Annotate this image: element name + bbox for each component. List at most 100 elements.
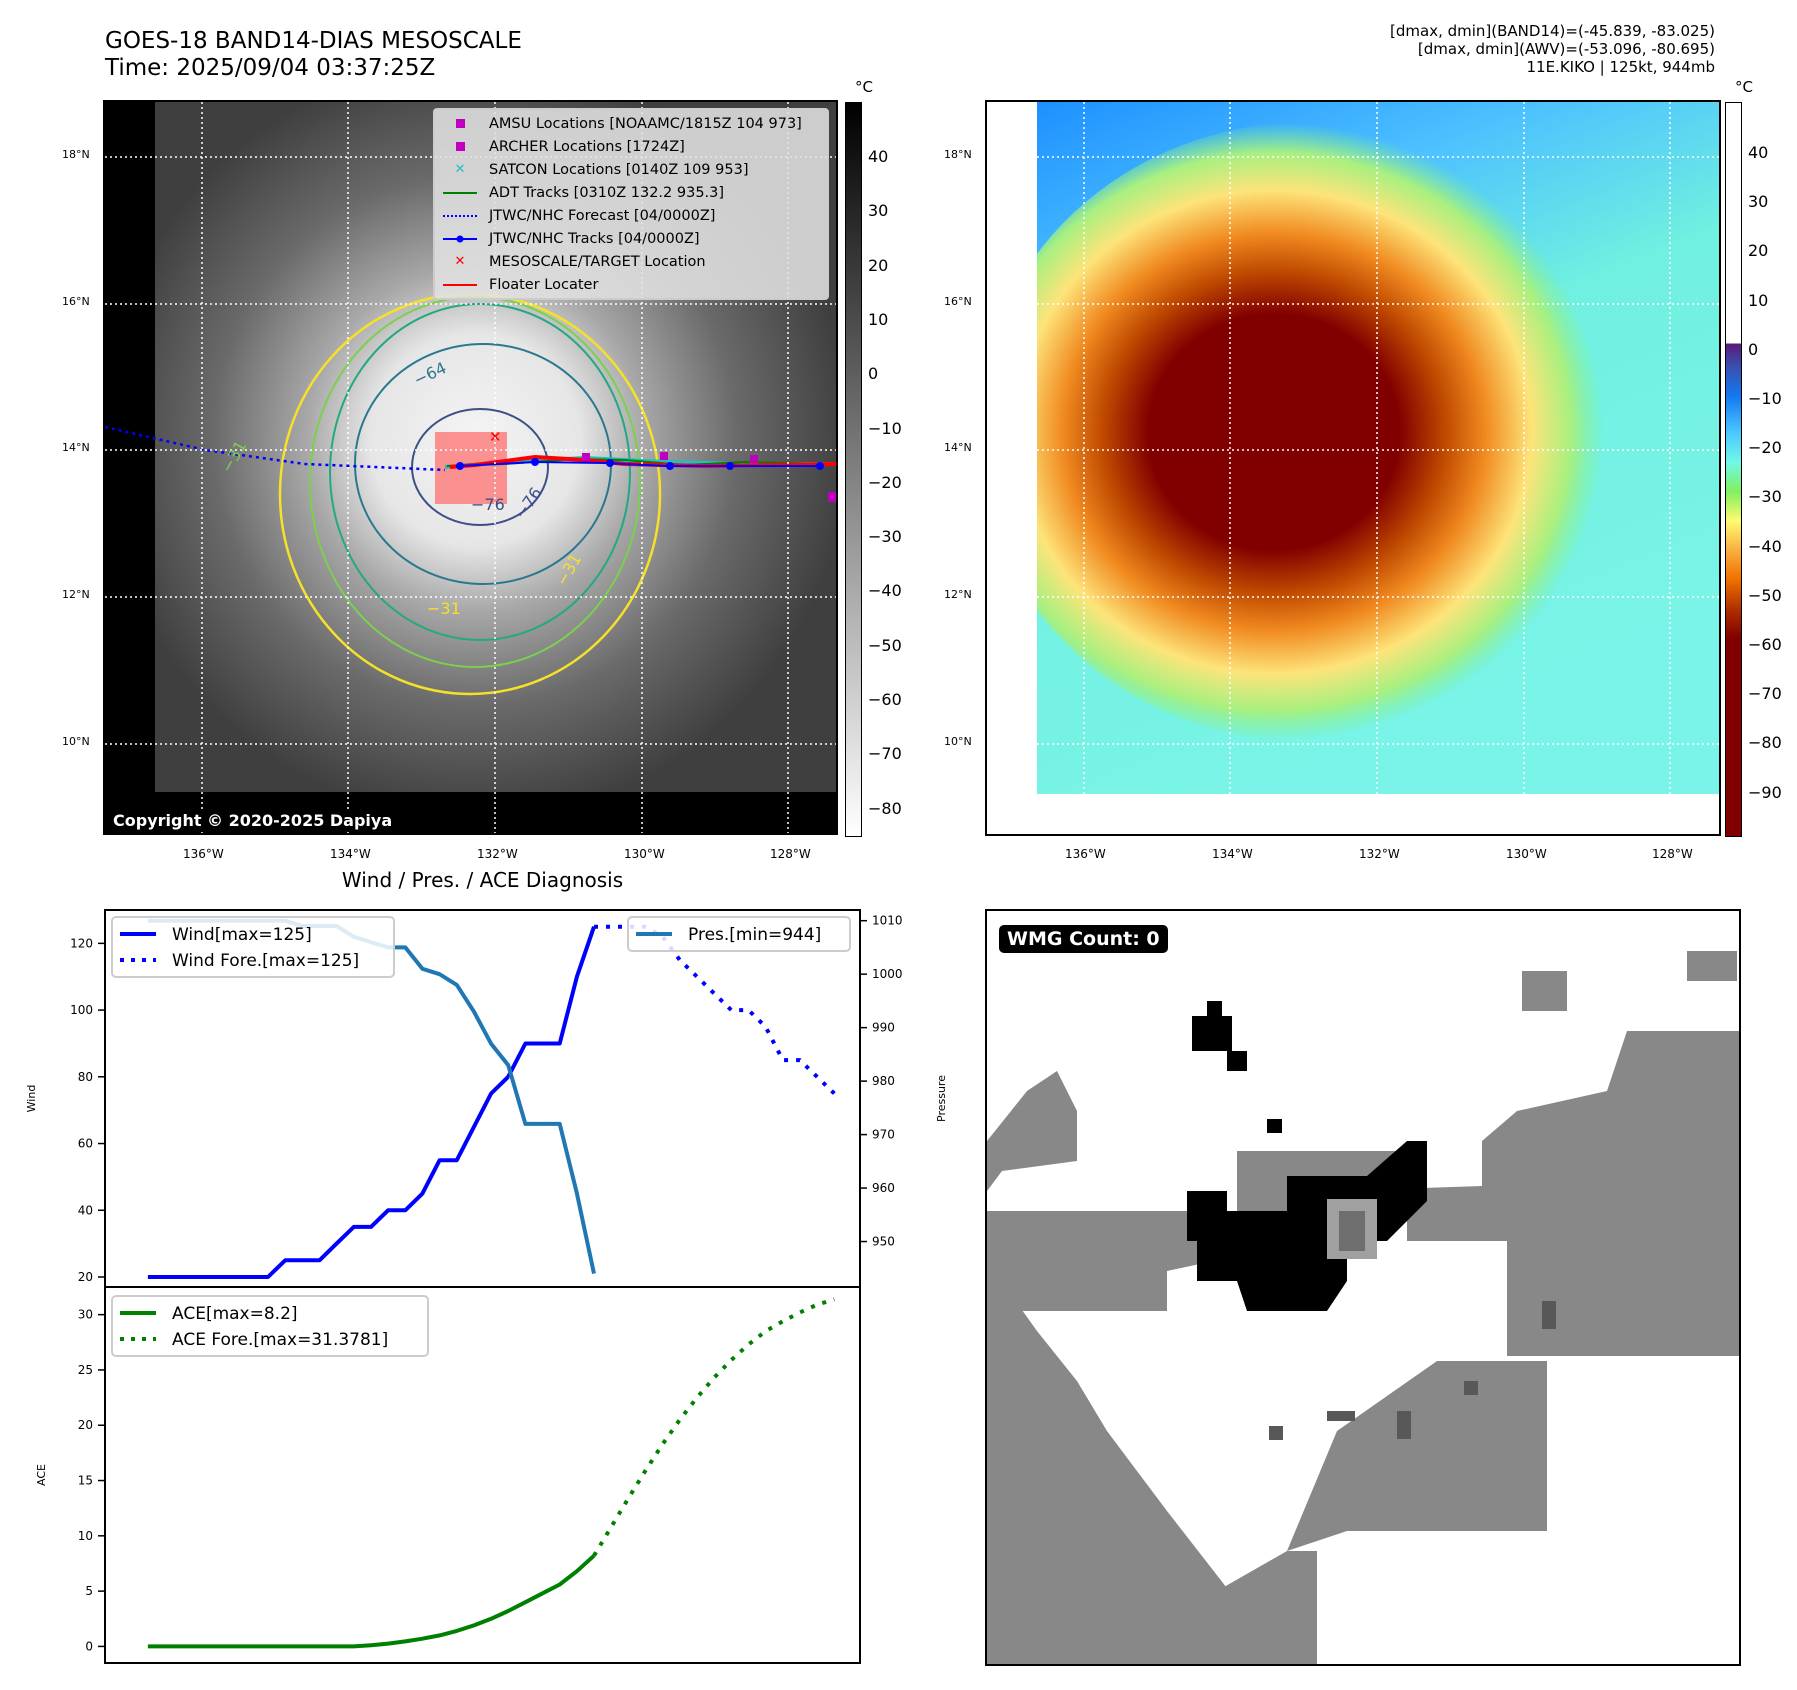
wmg-dark-gray-cells xyxy=(1269,1301,1556,1440)
ir-satellite-map: ✕ −64 −76 −76 −31 −31 −31 AMSU Locations… xyxy=(103,100,838,835)
lat-tick-label: 10°N xyxy=(944,735,972,748)
awv-map-canvas xyxy=(987,102,1719,834)
wmg-grid xyxy=(987,911,1739,1664)
ace-ytick-label: 5 xyxy=(85,1584,93,1598)
amsu-archer-points xyxy=(582,452,836,502)
legend-item: Floater Locater xyxy=(435,273,827,296)
wmg-count-badge: WMG Count: 0 xyxy=(999,925,1168,953)
ace-legend: ACE[max=8.2] ACE Fore.[max=31.3781] xyxy=(111,1295,429,1357)
colorbar-tick-label: −10 xyxy=(1748,389,1782,408)
awv-range: [dmax, dmin](AWV)=(-53.096, -80.695) xyxy=(1417,40,1715,58)
lon-tick-label: 134°W xyxy=(330,847,371,861)
copyright-label: Copyright © 2020-2025 Dapiya xyxy=(107,809,399,832)
ace-ytick-label: 0 xyxy=(85,1639,93,1653)
ace-ytick-label: 15 xyxy=(78,1474,93,1488)
ir-map-legend: AMSU Locations [NOAAMC/1815Z 104 973] AR… xyxy=(433,108,829,300)
lat-tick-label: 10°N xyxy=(62,735,90,748)
satcon-x-icon: ✕ xyxy=(454,162,466,177)
wind-ytick-label: 80 xyxy=(78,1070,93,1084)
storm-info: [dmax, dmin](BAND14)=(-45.839, -83.025) … xyxy=(1390,22,1715,76)
forecast-track-line xyxy=(105,425,446,472)
lon-tick-label: 130°W xyxy=(624,847,665,861)
title-line-1: GOES-18 BAND14-DIAS MESOSCALE xyxy=(105,28,522,54)
colorbar-tick-label: −90 xyxy=(1748,782,1782,802)
pressure-ytick-label: 1010 xyxy=(872,914,903,928)
jtwc-track-points xyxy=(456,458,824,470)
pressure-ytick-label: 970 xyxy=(872,1128,895,1142)
pressure-ytick-label: 950 xyxy=(872,1235,895,1249)
lat-tick-label: 18°N xyxy=(944,148,972,161)
wind-legend: Wind[max=125] Wind Fore.[max=125] xyxy=(111,916,395,978)
lon-tick-label: 128°W xyxy=(770,847,811,861)
pressure-legend-box xyxy=(627,916,851,952)
legend-item: AMSU Locations [NOAAMC/1815Z 104 973] xyxy=(435,112,827,135)
pressure-ytick-label: 990 xyxy=(872,1021,895,1035)
chart-title: Wind / Pres. / ACE Diagnosis xyxy=(341,868,624,892)
legend-label: Wind Fore.[max=125] xyxy=(172,951,359,971)
ace-panel-frame xyxy=(104,1286,861,1664)
colorbar-tick-label: −40 xyxy=(868,581,902,601)
lon-tick-label: 130°W xyxy=(1506,847,1547,861)
track-line-dot-icon xyxy=(441,235,479,243)
wind-ytick-label: 20 xyxy=(78,1270,93,1284)
legend-label: ACE Fore.[max=31.3781] xyxy=(172,1330,388,1350)
wind-axis-label: Wind xyxy=(25,1085,38,1113)
wind-ytick-label: 60 xyxy=(78,1137,93,1151)
wmg-mid-gray-cells xyxy=(1339,1211,1365,1251)
wind-legend-box xyxy=(111,916,395,978)
adt-line-icon xyxy=(441,191,479,194)
wind-pressure-ace-chart: 20 40 60 80 100 120 950 960 970 980 990 1000 1010 0 5 1… xyxy=(25,909,948,1664)
colorbar-tick-label: −70 xyxy=(1748,684,1782,704)
lat-tick-label: 18°N xyxy=(62,148,90,161)
ace-ytick-label: 20 xyxy=(78,1418,93,1432)
lon-tick-label: 134°W xyxy=(1212,847,1253,861)
colorbar-tick-label: −30 xyxy=(868,527,902,547)
band14-range: [dmax, dmin](BAND14)=(-45.839, -83.025) xyxy=(1390,22,1715,40)
colorbar-tick-label: −30 xyxy=(1748,487,1782,507)
lat-tick-label: 14°N xyxy=(944,441,972,454)
contour-label: −76 xyxy=(471,495,505,514)
legend-item: JTWC/NHC Tracks [04/0000Z] xyxy=(435,227,827,250)
colorbar-tick-label: 40 xyxy=(868,147,889,166)
colorbar-tick-label: 10 xyxy=(1748,290,1769,310)
legend-label: Pres.[min=944] xyxy=(688,925,821,945)
archer-square-icon xyxy=(441,142,479,151)
colorbar-tick-label: 20 xyxy=(868,255,889,275)
lat-tick-label: 16°N xyxy=(62,295,90,308)
colorbar-tick-label: −50 xyxy=(1748,585,1782,605)
awv-map xyxy=(985,100,1721,836)
wmg-black-cells xyxy=(1187,1001,1427,1311)
ace-axis-label: ACE xyxy=(35,1464,48,1486)
ace-ytick-label: 10 xyxy=(78,1529,93,1543)
ace-forecast-line xyxy=(592,1297,835,1557)
figure-title: GOES-18 BAND14-DIAS MESOSCALE Time: 2025… xyxy=(105,28,522,82)
lat-tick-label: 12°N xyxy=(944,588,972,601)
colorbar-tick-label: −60 xyxy=(868,690,902,709)
amsu-square-icon xyxy=(441,119,479,128)
legend-item: ✕ SATCON Locations [0140Z 109 953] xyxy=(435,158,827,181)
colorbar-tick-label: −40 xyxy=(1748,536,1782,556)
pressure-ytick-label: 960 xyxy=(872,1181,895,1195)
contour-label: −31 xyxy=(427,599,461,618)
ace-ytick-label: 30 xyxy=(78,1308,93,1322)
colorbar-tick-label: 0 xyxy=(1748,339,1759,359)
colorbar-tick-label: −20 xyxy=(868,472,902,492)
legend-item: ✕ MESOSCALE/TARGET Location xyxy=(435,250,827,273)
ace-ytick-label: 25 xyxy=(78,1363,93,1377)
wind-line xyxy=(506,926,596,1078)
colorbar-tick-label: −10 xyxy=(868,418,902,438)
legend-item: JTWC/NHC Forecast [04/0000Z] xyxy=(435,204,827,227)
target-x-icon: ✕ xyxy=(454,254,466,269)
title-line-2: Time: 2025/09/04 03:37:25Z xyxy=(105,55,436,81)
colorbar-tick-label: −50 xyxy=(868,635,902,655)
lon-tick-label: 128°W xyxy=(1652,847,1693,861)
pressure-legend: Pres.[min=944] xyxy=(627,916,851,952)
forecast-dotted-icon xyxy=(441,214,479,217)
lat-tick-label: 14°N xyxy=(62,441,90,454)
wind-ytick-label: 100 xyxy=(70,1003,93,1017)
colorbar-tick-label: −80 xyxy=(868,798,902,818)
colorbar-tick-label: 40 xyxy=(1748,143,1769,162)
colorbar-tick-label: −80 xyxy=(1748,733,1782,753)
lon-tick-label: 132°W xyxy=(1359,847,1400,861)
colorbar-tick-label: −70 xyxy=(868,744,902,764)
